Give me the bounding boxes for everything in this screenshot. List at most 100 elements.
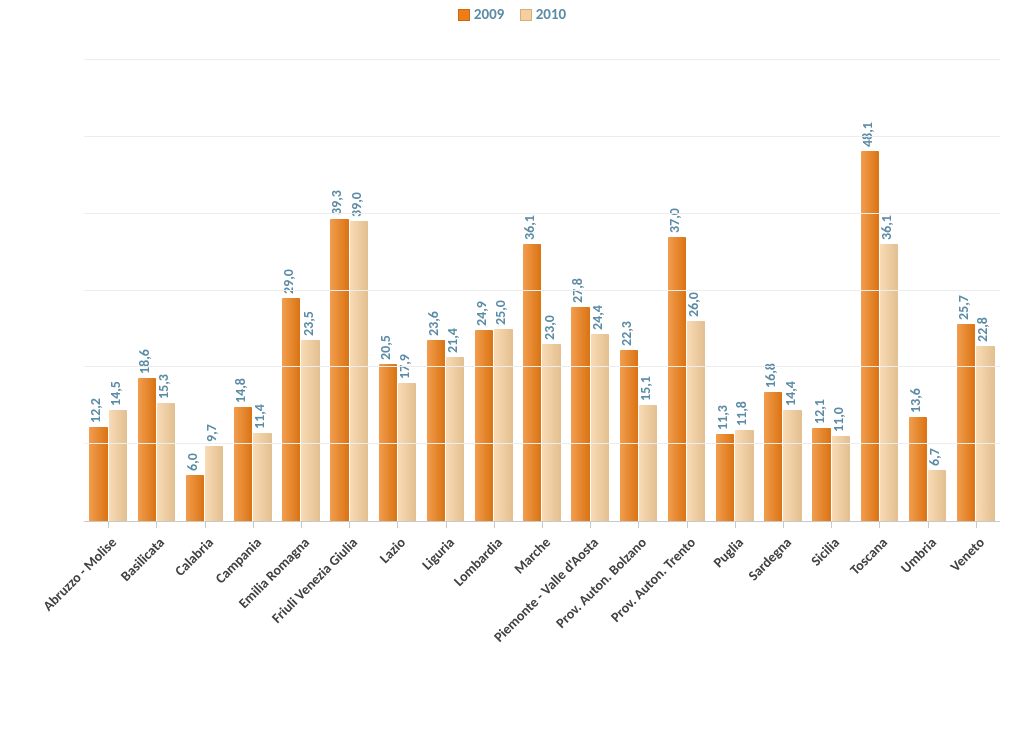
bar-group: 18,615,3: [132, 60, 180, 521]
value-label: 36,1: [878, 215, 895, 240]
bar-group: 16,814,4: [759, 60, 807, 521]
bar-2009: 39,3: [330, 219, 348, 521]
regional-bar-chart: 2009 2010 12,214,518,615,36,09,714,811,4…: [0, 0, 1024, 732]
bar-group: 12,111,0: [807, 60, 855, 521]
bar-group: 13,66,7: [903, 60, 951, 521]
value-label: 39,3: [328, 190, 345, 215]
value-label: 37,0: [666, 208, 683, 233]
bar-2009: 48,1: [861, 151, 879, 521]
value-label: 11,3: [714, 405, 731, 430]
x-label: Veneto: [952, 522, 1000, 722]
value-label: 12,2: [87, 398, 104, 423]
value-label: 14,5: [107, 381, 124, 406]
bar-2010: 11,4: [253, 433, 271, 521]
bar-2010: 11,0: [832, 436, 850, 521]
value-label: 11,0: [830, 408, 847, 433]
x-label: Umbria: [903, 522, 951, 722]
value-label: 27,8: [569, 279, 586, 304]
gridline: [84, 366, 1000, 367]
bar-2010: 39,0: [350, 221, 368, 521]
value-label: 15,3: [155, 375, 172, 400]
x-label: Prov. Auton. Trento: [662, 522, 710, 722]
bar-2010: 36,1: [880, 244, 898, 521]
legend: 2009 2010: [0, 6, 1024, 26]
value-label: 11,8: [733, 401, 750, 426]
bar-2010: 25,0: [494, 329, 512, 521]
value-label: 22,3: [618, 321, 635, 346]
x-label: Friuli Venezia Giulia: [325, 522, 373, 722]
bar-2010: 22,8: [976, 346, 994, 521]
value-label: 24,4: [589, 305, 606, 330]
x-axis-labels: Abruzzo - MoliseBasilicataCalabriaCampan…: [84, 522, 1000, 722]
value-label: 26,0: [685, 292, 702, 317]
bar-2009: 13,6: [909, 417, 927, 521]
bar-2009: 25,7: [957, 324, 975, 521]
legend-item-2010: 2010: [520, 6, 566, 24]
legend-swatch-2009: [458, 9, 470, 21]
bar-2009: 22,3: [620, 350, 638, 521]
bar-2009: 14,8: [234, 407, 252, 521]
legend-label-2009: 2009: [474, 6, 504, 24]
bar-2009: 36,1: [523, 244, 541, 521]
value-label: 20,5: [377, 335, 394, 360]
bar-group: 37,026,0: [662, 60, 710, 521]
bar-2010: 15,1: [639, 405, 657, 521]
bar-2010: 26,0: [687, 321, 705, 521]
value-label: 36,1: [521, 215, 538, 240]
x-label: Abruzzo - Molise: [84, 522, 132, 722]
bar-2009: 12,2: [89, 427, 107, 521]
gridline: [84, 136, 1000, 137]
bar-2010: 17,9: [398, 383, 416, 521]
bar-2010: 14,5: [109, 410, 127, 521]
x-label: Calabria: [180, 522, 228, 722]
bar-2009: 27,8: [571, 307, 589, 521]
gridline: [84, 290, 1000, 291]
value-label: 25,7: [955, 295, 972, 320]
bar-2009: 12,1: [812, 428, 830, 521]
value-label: 18,6: [136, 349, 153, 374]
value-label: 13,6: [907, 388, 924, 413]
value-label: 15,1: [637, 376, 654, 401]
value-label: 21,4: [444, 328, 461, 353]
bar-2010: 9,7: [205, 446, 223, 521]
value-label: 12,1: [811, 399, 828, 424]
bar-2010: 24,4: [591, 334, 609, 521]
bar-group: 36,123,0: [518, 60, 566, 521]
value-label: 11,4: [251, 405, 268, 430]
value-label: 6,7: [926, 448, 943, 466]
bar-2009: 37,0: [668, 237, 686, 521]
gridline: [84, 443, 1000, 444]
value-label: 22,8: [974, 317, 991, 342]
bar-group: 14,811,4: [229, 60, 277, 521]
x-label: Basilicata: [132, 522, 180, 722]
bar-2009: 29,0: [282, 298, 300, 521]
legend-swatch-2010: [520, 9, 532, 21]
bar-2010: 14,4: [783, 410, 801, 521]
bar-2010: 21,4: [446, 357, 464, 521]
bar-group: 24,925,0: [470, 60, 518, 521]
bar-group: 25,722,8: [952, 60, 1000, 521]
x-label: Toscana: [855, 522, 903, 722]
x-label: Liguria: [421, 522, 469, 722]
bar-2010: 6,7: [928, 470, 946, 521]
bar-2010: 23,5: [301, 340, 319, 521]
bar-2009: 6,0: [186, 475, 204, 521]
plot-area: 12,214,518,615,36,09,714,811,429,023,539…: [84, 60, 1000, 522]
value-label: 14,4: [782, 381, 799, 406]
bar-group: 11,311,8: [711, 60, 759, 521]
value-label: 9,7: [203, 425, 220, 443]
bar-2009: 24,9: [475, 330, 493, 521]
bar-group: 27,824,4: [566, 60, 614, 521]
bar-2009: 11,3: [716, 434, 734, 521]
value-label: 23,0: [541, 315, 558, 340]
bar-group: 29,023,5: [277, 60, 325, 521]
x-label: Campania: [229, 522, 277, 722]
bar-group: 20,5 17,9: [373, 60, 421, 521]
value-label: 23,6: [425, 311, 442, 336]
x-label: Puglia: [711, 522, 759, 722]
bar-2009: 16,8: [764, 392, 782, 521]
bar-2010: 15,3: [157, 403, 175, 521]
bar-groups: 12,214,518,615,36,09,714,811,429,023,539…: [84, 60, 1000, 521]
legend-item-2009: 2009: [458, 6, 504, 24]
bar-group: 22,315,1: [614, 60, 662, 521]
